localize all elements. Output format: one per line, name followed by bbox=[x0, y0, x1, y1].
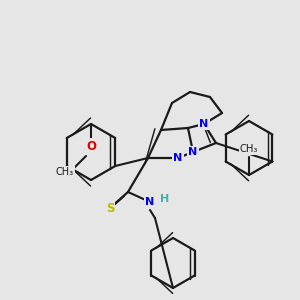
Text: N: N bbox=[173, 153, 183, 163]
Text: N: N bbox=[188, 147, 198, 157]
Text: N: N bbox=[146, 197, 154, 207]
Text: CH₃: CH₃ bbox=[56, 167, 74, 177]
Text: O: O bbox=[86, 140, 96, 152]
Text: S: S bbox=[106, 202, 114, 214]
Text: H: H bbox=[160, 194, 169, 204]
Text: N: N bbox=[200, 119, 208, 129]
Text: CH₃: CH₃ bbox=[240, 144, 258, 154]
